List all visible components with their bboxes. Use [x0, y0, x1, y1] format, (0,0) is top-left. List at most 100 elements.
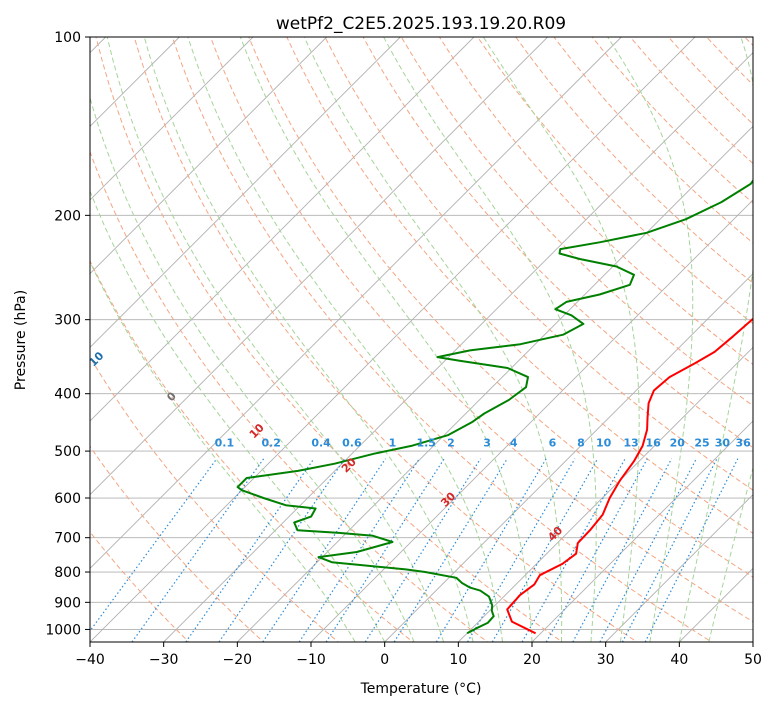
chart-title: wetPf2_C2E5.2025.193.19.20.R09: [276, 14, 566, 34]
mixing-ratio-line: [364, 458, 482, 642]
mixing-ratio-label: 3: [483, 437, 491, 450]
mixing-ratio-label: 0.1: [215, 437, 235, 450]
x-tick-label: 40: [670, 652, 688, 668]
dry-adiabat-line: [171, 37, 713, 642]
dry-adiabat-line: [438, 37, 753, 366]
y-tick-label: 700: [54, 531, 81, 547]
y-tick-label: 200: [54, 208, 81, 224]
y-tick-label: 100: [54, 30, 81, 46]
mixing-ratio-line: [545, 458, 648, 642]
dry-adiabat-line: [90, 445, 265, 642]
mixing-ratio-label: 13: [623, 437, 638, 450]
y-axis-ticks: 100 200 300 400 500 600 700 800 900 1000: [45, 30, 90, 638]
y-tick-label: 300: [54, 313, 81, 329]
dry-adiabat-line: [362, 37, 753, 449]
isotherm-line: [90, 37, 327, 275]
moist-adiabat-line: [90, 189, 386, 642]
x-tick-label: 10: [449, 652, 467, 668]
dry-adiabat-line: [95, 37, 564, 642]
mixing-ratio-label: 6: [549, 437, 557, 450]
mixing-ratio-line: [521, 458, 626, 642]
isotherm-line: [90, 37, 401, 348]
mixing-ratio-line: [491, 458, 599, 642]
mixing-ratio-label: 4: [510, 437, 518, 450]
moist-adiabat-line: [678, 37, 753, 642]
y-axis-label: Pressure (hPa): [13, 290, 29, 390]
isotherm-line: [531, 420, 753, 642]
dry-adiabat-line: [90, 259, 414, 642]
moist-adiabat-line: [708, 466, 753, 642]
isotherm-line: [310, 199, 753, 642]
mixing-ratio-label: 1.5: [416, 437, 436, 450]
y-tick-label: 500: [54, 444, 81, 460]
mixing-ratio-label: 0.4: [311, 437, 331, 450]
isotherm-line: [163, 52, 753, 642]
x-axis-ticks: −40 −30 −20 −10 0 10 20 30 40 50: [75, 642, 762, 668]
moist-adiabat-lines: [90, 37, 753, 642]
plot-area: −100−90−80−70−60−50−40−30−20−10010203040…: [90, 37, 753, 642]
isotherm-line: [605, 494, 753, 642]
x-axis-label: Temperature (°C): [360, 681, 482, 697]
dry-adiabat-line: [133, 37, 638, 642]
x-tick-label: −20: [223, 652, 253, 668]
isotherm-line: [90, 37, 475, 422]
temperature-series: [506, 317, 753, 635]
moist-adiabat-line: [482, 37, 640, 642]
x-tick-label: 50: [744, 652, 762, 668]
x-tick-label: 0: [380, 652, 389, 668]
y-tick-label: 400: [54, 387, 81, 403]
mixing-ratio-label: 0.2: [261, 437, 281, 450]
isotherm-line: [384, 273, 753, 642]
moist-adiabat-line: [607, 37, 694, 642]
moist-adiabat-line: [303, 37, 563, 642]
moist-adiabat-line: [187, 37, 503, 642]
y-tick-label: 800: [54, 565, 81, 581]
y-tick-label: 1000: [45, 622, 81, 638]
mixing-ratio-label: 1: [389, 437, 397, 450]
moist-adiabat-line: [90, 260, 356, 642]
moist-adiabat-line: [106, 37, 445, 642]
mixing-ratio-labels: 0.1 0.2 0.4 0.6 1 1.5 2 3 4 6 8 10 13 16 20 25 30 36: [215, 437, 752, 450]
dry-adiabat-line: [90, 356, 339, 642]
mixing-ratio-label: 0.6: [342, 437, 362, 450]
x-tick-label: 30: [597, 652, 615, 668]
isotherm-line: [90, 37, 254, 201]
moist-adiabat-line: [239, 37, 533, 642]
mixing-ratio-line: [262, 458, 386, 642]
mixing-ratio-label: 16: [645, 437, 661, 450]
dewpoint-line: [236, 179, 753, 635]
dry-adiabat-line: [324, 37, 753, 491]
pressure-gridlines: [90, 37, 753, 630]
mixing-ratio-label: 25: [694, 437, 709, 450]
mixing-ratio-line: [325, 458, 445, 642]
mixing-ratio-line: [298, 458, 420, 642]
x-tick-label: −10: [296, 652, 326, 668]
y-tick-label: 900: [54, 595, 81, 611]
mixing-ratio-label: 20: [670, 437, 686, 450]
y-tick-label: 600: [54, 491, 81, 507]
mixing-ratio-line: [185, 458, 315, 642]
x-tick-label: −40: [75, 652, 105, 668]
mixing-ratio-line: [218, 458, 346, 642]
dry-adiabat-line: [210, 37, 753, 623]
dry-adiabat-line: [286, 37, 753, 534]
plot-frame: [89, 36, 754, 643]
isotherm-line: [90, 37, 622, 569]
dry-adiabat-line: [90, 150, 489, 642]
mixing-ratio-label: 10: [596, 437, 612, 450]
x-tick-label: −30: [149, 652, 179, 668]
isotherm-line: [90, 37, 696, 642]
dry-adiabat-line: [90, 531, 190, 642]
temperature-line: [506, 317, 753, 635]
dewpoint-series: [236, 179, 753, 635]
mixing-ratio-label: 2: [447, 437, 455, 450]
mixing-ratio-label: 8: [577, 437, 585, 450]
moist-adiabat-line: [383, 37, 597, 642]
dry-adiabat-lines: [90, 37, 753, 642]
mixing-ratio-line: [599, 458, 697, 642]
isotherm-line: [90, 37, 548, 496]
mixing-ratio-line: [466, 458, 576, 642]
x-tick-label: 20: [523, 652, 541, 668]
mixing-ratio-label: 36: [736, 437, 752, 450]
